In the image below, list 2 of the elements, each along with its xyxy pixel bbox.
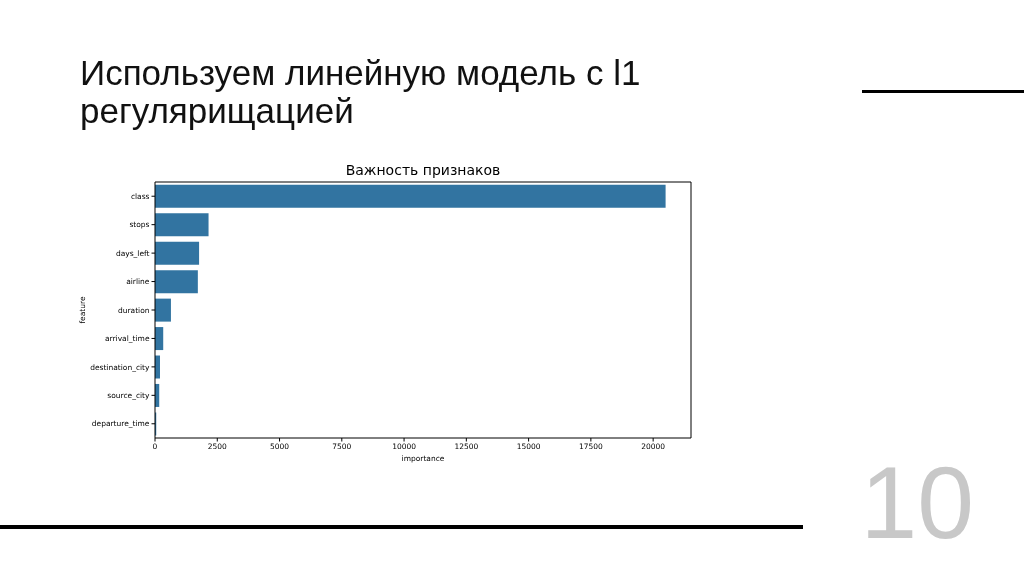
chart-title: Используем линейную модель с l1 регулярищацией — [80, 53, 642, 130]
chart-subtitle: Важность признаков — [344, 161, 502, 179]
